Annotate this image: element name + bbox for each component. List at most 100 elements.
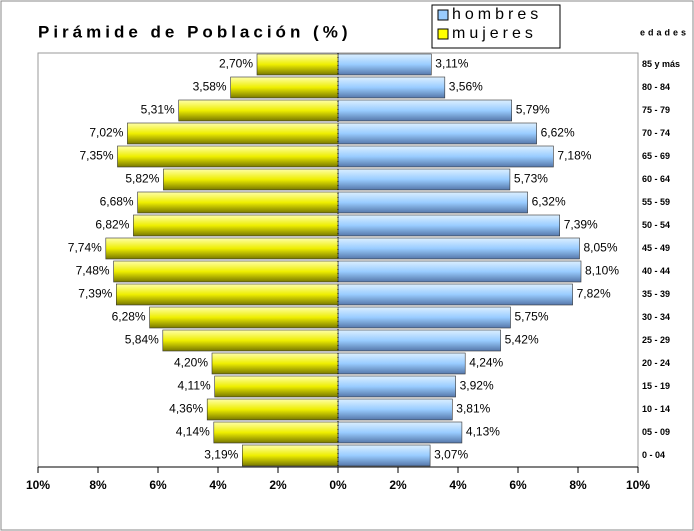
data-label: 5,84% (125, 333, 159, 347)
y-tick-label: 0 - 04 (642, 450, 665, 460)
axis-title: edades (640, 27, 689, 37)
legend-swatch (437, 28, 449, 40)
data-label: 4,24% (469, 356, 503, 370)
bar (117, 145, 339, 168)
bar (337, 306, 511, 329)
y-tick-label: 70 - 74 (642, 128, 670, 138)
data-label: 4,36% (169, 402, 203, 416)
x-tick-label: 10% (26, 478, 50, 492)
bar (337, 76, 446, 99)
bar (162, 329, 339, 352)
bar (337, 444, 431, 467)
data-label: 6,62% (541, 126, 575, 140)
legend-label: mujeres (452, 25, 537, 42)
bar (230, 76, 339, 99)
x-tick-label: 6% (149, 478, 167, 492)
y-tick-label: 35 - 39 (642, 289, 670, 299)
data-label: 6,68% (100, 195, 134, 209)
data-label: 2,70% (219, 57, 253, 71)
bar (337, 53, 432, 76)
y-tick-label: 30 - 34 (642, 312, 670, 322)
x-tick-label: 8% (89, 478, 107, 492)
bar (116, 283, 339, 306)
bar (214, 375, 339, 398)
bar (337, 260, 582, 283)
data-label: 3,19% (204, 448, 238, 462)
y-tick-label: 50 - 54 (642, 220, 670, 230)
bar (337, 237, 580, 260)
bar (133, 214, 339, 237)
y-tick-label: 45 - 49 (642, 243, 670, 253)
bar (337, 191, 528, 214)
bar (337, 214, 560, 237)
y-tick-label: 80 - 84 (642, 82, 670, 92)
data-label: 7,74% (68, 241, 102, 255)
bar (105, 237, 339, 260)
y-tick-label: 15 - 19 (642, 381, 670, 391)
bar (137, 191, 339, 214)
chart-title: Pirámide de Población (%) (38, 22, 352, 41)
y-tick-label: 65 - 69 (642, 151, 670, 161)
y-tick-label: 40 - 44 (642, 266, 670, 276)
data-label: 6,82% (95, 218, 129, 232)
data-label: 5,79% (516, 103, 550, 117)
bar (337, 375, 456, 398)
x-tick-label: 4% (449, 478, 467, 492)
data-label: 3,58% (193, 80, 227, 94)
legend (431, 4, 561, 49)
data-label: 6,32% (532, 195, 566, 209)
legend-swatch (437, 9, 449, 21)
x-tick-label: 10% (626, 478, 650, 492)
bar (337, 398, 453, 421)
x-tick-label: 2% (269, 478, 287, 492)
bar (163, 168, 339, 191)
data-label: 6,28% (112, 310, 146, 324)
y-tick-label: 10 - 14 (642, 404, 670, 414)
data-label: 7,39% (564, 218, 598, 232)
data-label: 3,92% (460, 379, 494, 393)
data-label: 4,13% (466, 425, 500, 439)
x-tick-label: 6% (509, 478, 527, 492)
data-label: 7,18% (557, 149, 591, 163)
data-label: 7,39% (78, 287, 112, 301)
y-tick-label: 75 - 79 (642, 105, 670, 115)
data-label: 5,42% (505, 333, 539, 347)
x-tick-label: 4% (209, 478, 227, 492)
bar (213, 421, 339, 444)
bar (337, 122, 537, 145)
bar (211, 352, 339, 375)
x-tick-label: 0% (329, 478, 347, 492)
bar (337, 168, 511, 191)
y-tick-label: 85 y más (642, 59, 680, 69)
data-label: 3,81% (456, 402, 490, 416)
data-label: 3,56% (449, 80, 483, 94)
bar (206, 398, 339, 421)
bar (113, 260, 339, 283)
bar (256, 53, 339, 76)
bar (242, 444, 339, 467)
data-label: 4,14% (176, 425, 210, 439)
data-label: 7,48% (76, 264, 110, 278)
x-tick-label: 8% (569, 478, 587, 492)
data-label: 3,11% (435, 57, 468, 71)
data-label: 7,35% (79, 149, 113, 163)
bar (337, 421, 463, 444)
bar (337, 283, 573, 306)
bar (337, 99, 512, 122)
legend-label: hombres (452, 6, 542, 23)
y-tick-label: 20 - 24 (642, 358, 670, 368)
y-tick-label: 25 - 29 (642, 335, 670, 345)
y-tick-label: 55 - 59 (642, 197, 670, 207)
data-label: 8,05% (584, 241, 618, 255)
bar (127, 122, 339, 145)
data-label: 4,20% (174, 356, 208, 370)
data-label: 5,73% (514, 172, 548, 186)
x-tick-label: 2% (389, 478, 407, 492)
bar (178, 99, 339, 122)
bar (337, 145, 554, 168)
data-label: 8,10% (585, 264, 619, 278)
data-label: 7,82% (577, 287, 611, 301)
data-label: 7,02% (89, 126, 123, 140)
data-label: 5,75% (515, 310, 549, 324)
data-label: 5,82% (125, 172, 159, 186)
